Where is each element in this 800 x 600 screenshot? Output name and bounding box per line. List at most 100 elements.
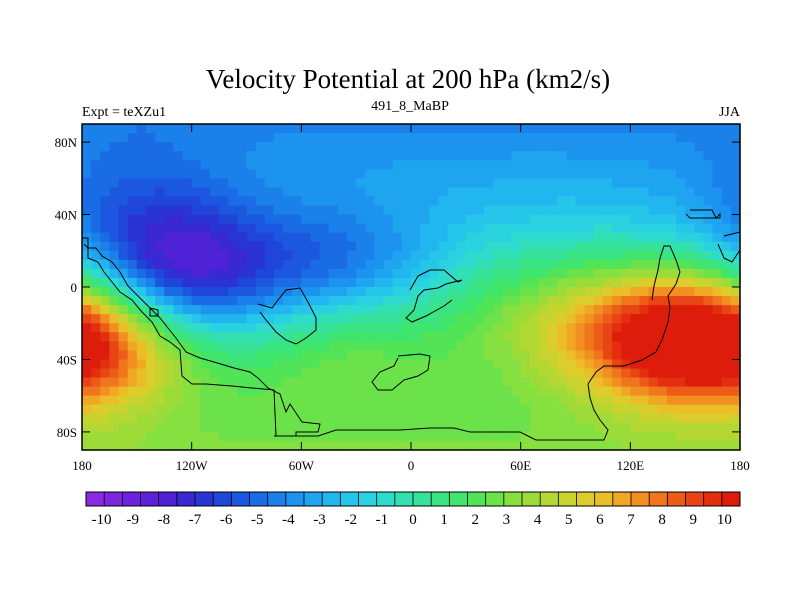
heatmap-cell [365, 151, 376, 161]
colorbar-label: 8 [658, 512, 666, 528]
heatmap-cell [529, 413, 540, 424]
heatmap-cell [292, 151, 302, 161]
heatmap-cell [100, 440, 111, 451]
heatmap-cell [575, 277, 586, 288]
heatmap-cell [721, 250, 732, 261]
heatmap-cell [209, 160, 220, 170]
heatmap-cell [255, 377, 266, 388]
heatmap-cell [657, 359, 668, 370]
heatmap-cell [575, 124, 586, 134]
heatmap-cell [292, 232, 302, 243]
heatmap-cell [328, 350, 339, 361]
heatmap-cell [310, 133, 321, 143]
heatmap-cell [264, 305, 275, 315]
heatmap-cell [484, 377, 494, 388]
heatmap-cell [182, 314, 193, 324]
x-tick-label: 60W [289, 458, 315, 473]
heatmap-cell [630, 440, 641, 451]
heatmap-cell [100, 422, 111, 433]
heatmap-cell [511, 341, 522, 351]
heatmap-cell [374, 404, 385, 415]
heatmap-cell [694, 178, 705, 188]
heatmap-cell [429, 232, 440, 243]
heatmap-cell [676, 314, 686, 324]
heatmap-cell [520, 124, 531, 134]
heatmap-cell [136, 305, 147, 315]
heatmap-cell [173, 350, 184, 361]
heatmap-cell [639, 395, 650, 406]
heatmap-cell [91, 250, 101, 261]
heatmap-cell [630, 259, 641, 270]
heatmap-cell [648, 250, 659, 261]
heatmap-cell [548, 196, 558, 207]
heatmap-cell [292, 404, 302, 415]
heatmap-cell [511, 268, 522, 279]
heatmap-cell [118, 196, 129, 207]
heatmap-cell [310, 205, 321, 216]
heatmap-cell [602, 305, 613, 315]
heatmap-cell [328, 178, 339, 188]
heatmap-cell [219, 169, 229, 179]
heatmap-cell [127, 413, 138, 424]
heatmap-cell [182, 296, 193, 306]
heatmap-cell [676, 386, 686, 397]
heatmap-cell [283, 314, 293, 324]
heatmap-cell [82, 431, 92, 442]
heatmap-cell [584, 277, 595, 288]
heatmap-cell [173, 386, 184, 397]
heatmap-cell [273, 142, 284, 152]
heatmap-cell [657, 431, 668, 442]
heatmap-cell [484, 359, 494, 370]
heatmap-cell [127, 196, 138, 207]
heatmap-cell [548, 314, 558, 324]
heatmap-cell [712, 413, 723, 424]
heatmap-cell [529, 296, 540, 306]
heatmap-cell [538, 386, 549, 397]
heatmap-cell [685, 241, 695, 252]
heatmap-cell [109, 268, 120, 279]
heatmap-cell [602, 241, 613, 252]
heatmap-cell [730, 223, 741, 234]
heatmap-cell [703, 124, 714, 134]
heatmap-cell [456, 350, 467, 361]
heatmap-cell [328, 187, 339, 198]
heatmap-cell [374, 124, 385, 134]
heatmap-cell [100, 359, 111, 370]
heatmap-cell [155, 305, 165, 315]
heatmap-cell [310, 169, 321, 179]
heatmap-cell [465, 404, 476, 415]
heatmap-cell [347, 277, 357, 288]
heatmap-cell [273, 160, 284, 170]
heatmap-cell [630, 332, 641, 342]
heatmap-cell [493, 368, 503, 379]
heatmap-cell [593, 332, 604, 342]
heatmap-cell [557, 268, 567, 279]
heatmap-cell [392, 323, 403, 333]
heatmap-cell [493, 377, 503, 388]
heatmap-cell [520, 431, 531, 442]
heatmap-cell [712, 142, 723, 152]
heatmap-cell [246, 323, 257, 333]
heatmap-cell [209, 151, 220, 161]
heatmap-cell [666, 205, 677, 216]
heatmap-cell [228, 187, 238, 198]
heatmap-cell [566, 268, 577, 279]
heatmap-cell [721, 214, 732, 225]
heatmap-cell [209, 178, 220, 188]
heatmap-cell [145, 341, 156, 351]
heatmap-cell [246, 341, 257, 351]
heatmap-cell [420, 368, 430, 379]
heatmap-cell [392, 440, 403, 451]
heatmap-cell [411, 296, 421, 306]
heatmap-cell [145, 160, 156, 170]
heatmap-cell [730, 133, 741, 143]
heatmap-cell [493, 296, 503, 306]
heatmap-cell [255, 386, 266, 397]
heatmap-cell [337, 196, 348, 207]
heatmap-cell [374, 395, 385, 406]
heatmap-cell [612, 413, 622, 424]
heatmap-cell [429, 277, 440, 288]
heatmap-cell [566, 386, 577, 397]
heatmap-cell [685, 196, 695, 207]
heatmap-cell [621, 205, 631, 216]
